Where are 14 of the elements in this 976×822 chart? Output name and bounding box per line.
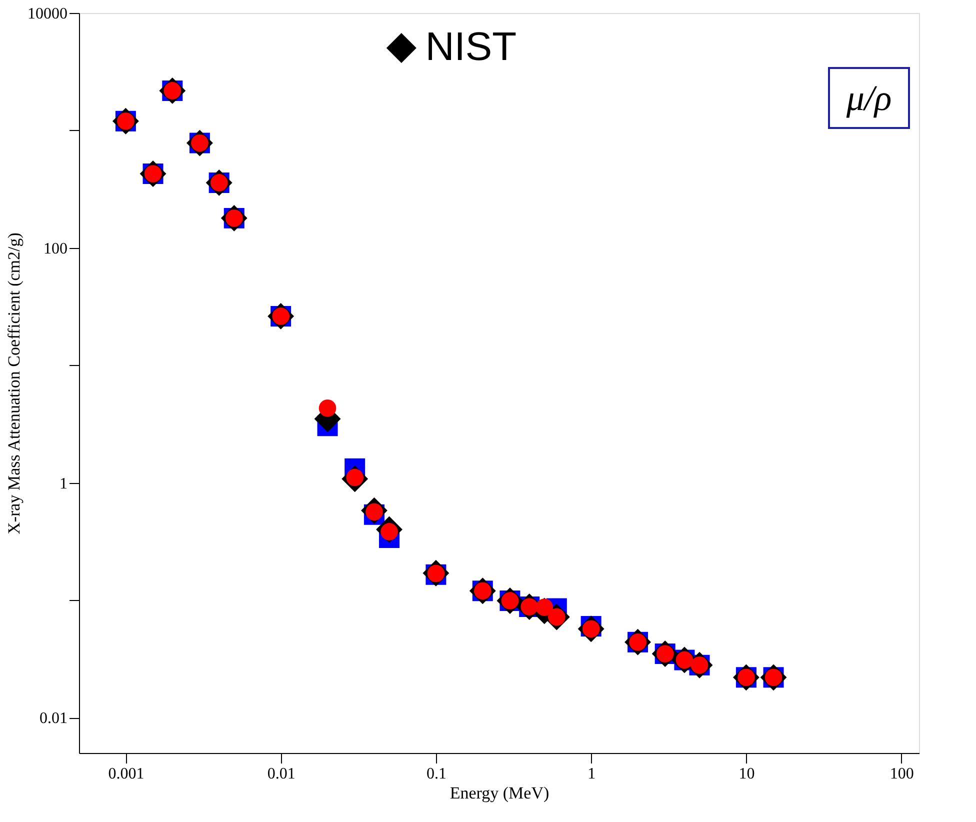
annotation: μ/ρ [845,78,892,118]
x-tick-label: 0.1 [426,766,446,782]
y-tick-label: 1 [60,475,68,492]
y-tick-label: 100 [44,240,68,258]
y-tick-label: 10000 [28,6,68,22]
x-tick-label: 10 [738,766,755,782]
y-tick-label: 0.01 [40,710,68,728]
x-axis-title: Energy (MeV) [450,784,550,802]
x-tick-label: 1 [588,766,596,782]
legend-label: NIST [425,25,517,69]
y-axis-title: X-ray Mass Attenuation Coefficient (cm2/g) [4,232,24,534]
x-tick-label: 0.01 [267,766,296,782]
x-tick-label: 100 [890,766,914,782]
x-tick-label: 0.001 [108,766,144,782]
